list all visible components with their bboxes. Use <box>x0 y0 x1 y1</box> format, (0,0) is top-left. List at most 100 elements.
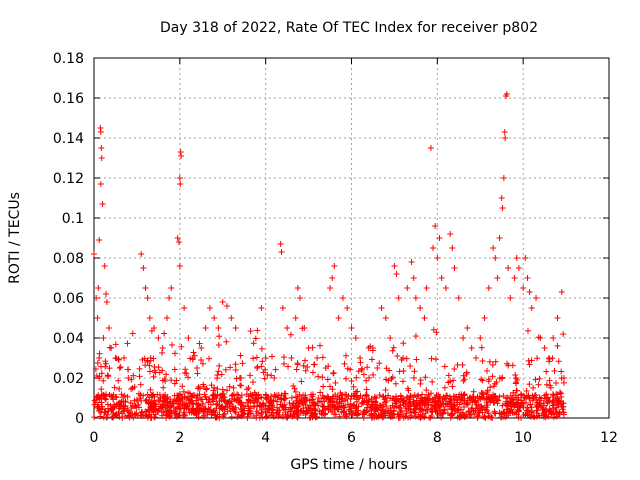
data-point <box>352 335 359 341</box>
data-point <box>523 407 530 414</box>
data-point <box>327 285 334 291</box>
data-point <box>445 372 452 379</box>
data-point <box>442 285 449 291</box>
data-point <box>372 399 379 406</box>
data-point <box>340 409 347 416</box>
data-point <box>134 412 141 419</box>
data-point <box>441 363 448 370</box>
data-point <box>422 374 429 381</box>
data-point <box>184 403 191 410</box>
data-point <box>125 366 132 373</box>
data-point <box>181 393 188 400</box>
data-point <box>459 361 466 368</box>
data-point <box>489 414 496 421</box>
data-point <box>237 352 244 359</box>
data-point <box>311 361 318 368</box>
data-point <box>503 400 510 407</box>
data-point <box>171 366 178 373</box>
data-point <box>317 389 324 396</box>
data-point <box>146 315 153 321</box>
data-point <box>319 354 326 361</box>
data-point <box>499 205 506 211</box>
data-point <box>95 394 102 401</box>
data-point <box>110 396 117 403</box>
data-point <box>193 394 200 401</box>
data-point <box>501 129 508 135</box>
data-point <box>152 411 159 418</box>
data-point <box>506 399 513 406</box>
data-point <box>172 350 179 357</box>
data-point <box>254 365 261 371</box>
data-point <box>324 376 331 383</box>
data-point <box>140 392 147 399</box>
data-point <box>294 360 301 367</box>
data-point <box>485 393 492 400</box>
data-point <box>297 295 303 301</box>
data-point <box>483 399 490 406</box>
data-point <box>216 333 223 340</box>
data-point <box>400 340 407 347</box>
data-point <box>302 367 309 374</box>
data-point <box>309 344 316 351</box>
data-point <box>413 356 420 363</box>
data-point <box>141 355 148 362</box>
data-point <box>500 175 507 181</box>
data-point <box>129 330 136 337</box>
data-point <box>558 403 565 410</box>
data-point <box>313 413 320 420</box>
data-point <box>105 373 112 380</box>
data-point <box>513 400 520 407</box>
data-point <box>159 412 166 419</box>
data-point <box>230 384 237 391</box>
data-point <box>159 367 166 374</box>
data-point <box>215 368 222 375</box>
data-point <box>532 376 539 383</box>
data-point <box>485 378 492 385</box>
data-point <box>292 388 299 395</box>
data-point <box>250 379 257 386</box>
data-point <box>410 374 417 381</box>
data-point <box>500 413 507 420</box>
data-point <box>238 382 245 389</box>
data-point <box>549 355 556 362</box>
data-point <box>127 399 134 406</box>
data-point <box>116 403 123 410</box>
data-point <box>166 407 173 414</box>
data-point <box>520 399 527 406</box>
data-point <box>450 377 457 384</box>
data-point <box>496 235 503 241</box>
data-point <box>163 399 170 406</box>
data-point <box>368 356 375 363</box>
data-point <box>306 414 313 421</box>
data-point <box>504 406 511 413</box>
data-point <box>560 331 567 338</box>
data-point <box>432 404 439 411</box>
data-point <box>364 364 371 371</box>
data-point <box>390 344 397 351</box>
data-point <box>223 338 230 345</box>
data-point <box>159 349 166 356</box>
data-point <box>452 407 459 414</box>
data-point <box>535 381 542 388</box>
data-point <box>536 397 543 404</box>
data-point <box>193 400 200 407</box>
y-tick-label: 0.04 <box>53 331 84 347</box>
y-tick-label: 0.18 <box>53 51 84 67</box>
data-point <box>211 384 218 391</box>
data-point <box>119 414 126 421</box>
data-point <box>292 315 299 321</box>
data-point <box>212 414 219 421</box>
data-point <box>287 412 294 419</box>
data-point <box>450 393 457 400</box>
data-point <box>527 413 534 420</box>
data-point <box>124 340 131 347</box>
data-point <box>128 376 135 383</box>
data-point <box>94 315 101 321</box>
data-point <box>400 414 407 421</box>
data-point <box>158 405 165 412</box>
data-point <box>460 392 467 399</box>
data-point <box>150 373 157 380</box>
data-point <box>383 376 390 383</box>
data-point <box>404 285 411 291</box>
data-point <box>421 315 428 321</box>
